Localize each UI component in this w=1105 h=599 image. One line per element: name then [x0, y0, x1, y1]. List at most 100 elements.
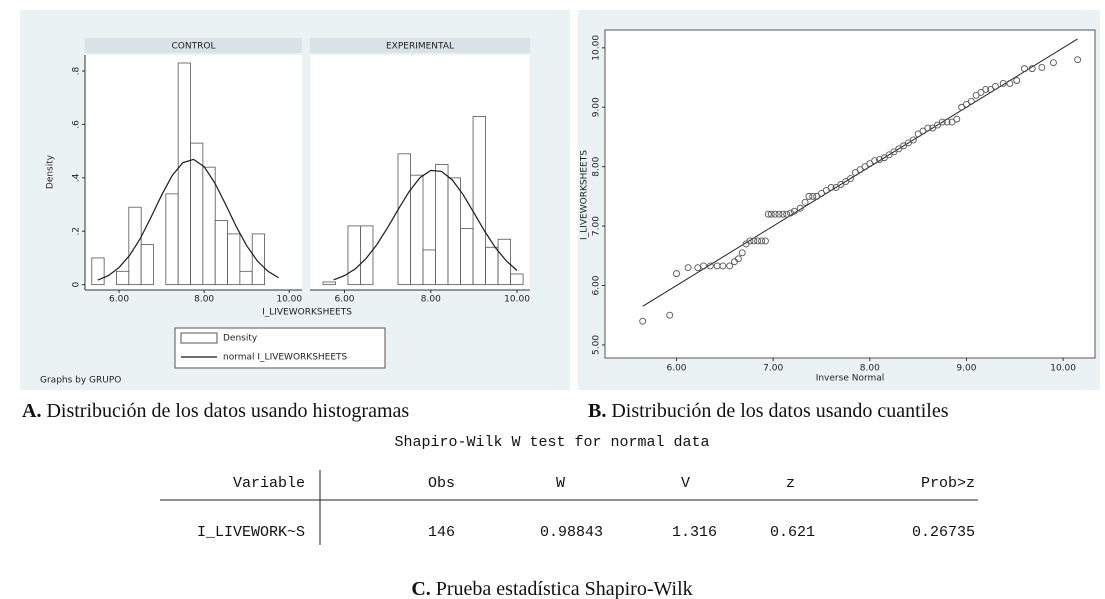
y-tick-label: 0	[72, 282, 82, 288]
y-tick-label: 9.00	[592, 97, 602, 117]
point	[953, 115, 961, 123]
y-tick-label: 10.00	[592, 35, 602, 61]
legend-label: normal I_LIVEWORKSHEETS	[223, 353, 348, 363]
point	[822, 186, 830, 194]
point	[866, 160, 874, 168]
point	[809, 192, 817, 200]
point	[805, 192, 813, 200]
normal-curve	[97, 158, 279, 281]
point	[1038, 63, 1046, 71]
point	[775, 210, 783, 218]
table-cell: 1.316	[672, 524, 717, 541]
point	[666, 311, 674, 319]
point	[948, 118, 956, 126]
point	[987, 85, 995, 93]
point	[919, 127, 927, 135]
bar	[435, 164, 449, 286]
bar	[472, 116, 486, 286]
table-cell: 0.98843	[540, 524, 603, 541]
bar	[347, 225, 361, 286]
point	[746, 237, 754, 245]
y-tick-label: .4	[72, 173, 82, 182]
x-tick-label: 8.00	[860, 364, 880, 374]
table-cell: I_LIVEWORK~S	[197, 524, 305, 541]
y-tick-label: 8.00	[592, 156, 602, 176]
caption-text: Distribución de los datos usando histogr…	[46, 400, 409, 422]
point	[895, 145, 903, 153]
point	[972, 91, 980, 99]
table-cell: 0.621	[770, 524, 815, 541]
point	[779, 210, 787, 218]
point	[832, 184, 840, 191]
table-header: z	[786, 475, 795, 492]
panel-title: CONTROL	[172, 42, 216, 52]
point	[706, 262, 714, 270]
bar	[214, 220, 228, 286]
bar	[510, 273, 524, 286]
point	[783, 210, 791, 218]
point	[856, 166, 864, 174]
plot-area	[604, 29, 1096, 359]
point	[938, 118, 946, 126]
x-tick-label: 10.00	[504, 295, 530, 305]
point	[764, 210, 772, 218]
x-tick-label: 8.00	[421, 295, 441, 305]
table-header: V	[681, 475, 690, 492]
bar	[447, 177, 461, 286]
point	[767, 210, 775, 218]
bar	[410, 174, 424, 286]
bar	[165, 193, 179, 286]
panel-header	[310, 38, 530, 53]
x-tick-label: 6.00	[109, 295, 129, 305]
point	[761, 237, 769, 245]
x-tick-label: 6.00	[666, 364, 686, 374]
table-header: W	[556, 475, 565, 492]
point	[837, 181, 845, 188]
bar	[140, 244, 154, 286]
normal-curve	[333, 169, 518, 281]
bar	[397, 153, 411, 286]
point	[1006, 80, 1014, 87]
point	[1028, 65, 1036, 73]
point	[880, 154, 888, 162]
panel-header	[85, 38, 302, 53]
bar	[91, 257, 105, 286]
bar	[422, 249, 436, 286]
point	[700, 262, 708, 270]
x-tick-label: 7.00	[763, 364, 783, 374]
caption-text: Distribución de los datos usando cuantil…	[611, 400, 948, 422]
bar	[322, 281, 336, 286]
point	[909, 136, 917, 144]
bar	[239, 270, 253, 286]
point	[734, 255, 742, 263]
point	[1049, 59, 1057, 67]
point	[900, 142, 908, 150]
point	[771, 210, 779, 218]
point	[726, 262, 734, 270]
y-axis-label: Density	[46, 154, 56, 189]
y-tick-label: 7.00	[592, 216, 602, 236]
bar	[177, 62, 191, 286]
point	[847, 175, 854, 183]
x-tick-label: 9.00	[956, 364, 976, 374]
point	[639, 317, 647, 325]
point	[999, 80, 1007, 87]
caption-label: A.	[22, 400, 41, 422]
y-tick-label: 5.00	[592, 335, 602, 355]
point	[719, 262, 727, 270]
bar	[360, 225, 374, 286]
point	[684, 264, 692, 272]
point	[1020, 65, 1028, 73]
caption-text: Prueba estadística Shapiro-Wilk	[436, 578, 693, 599]
y-axis-label: I_LIVEWORKSHEETS	[580, 150, 590, 240]
bar	[485, 246, 499, 286]
table-cell: 0.26735	[912, 524, 975, 541]
point	[905, 139, 912, 147]
table-cell: 146	[428, 524, 455, 541]
point	[861, 163, 869, 171]
table-header: Prob>z	[921, 475, 975, 492]
point	[958, 103, 966, 111]
legend-bar-swatch	[180, 332, 218, 344]
x-axis-label: I_LIVEWORKSHEETS	[262, 308, 352, 318]
point	[758, 237, 766, 245]
